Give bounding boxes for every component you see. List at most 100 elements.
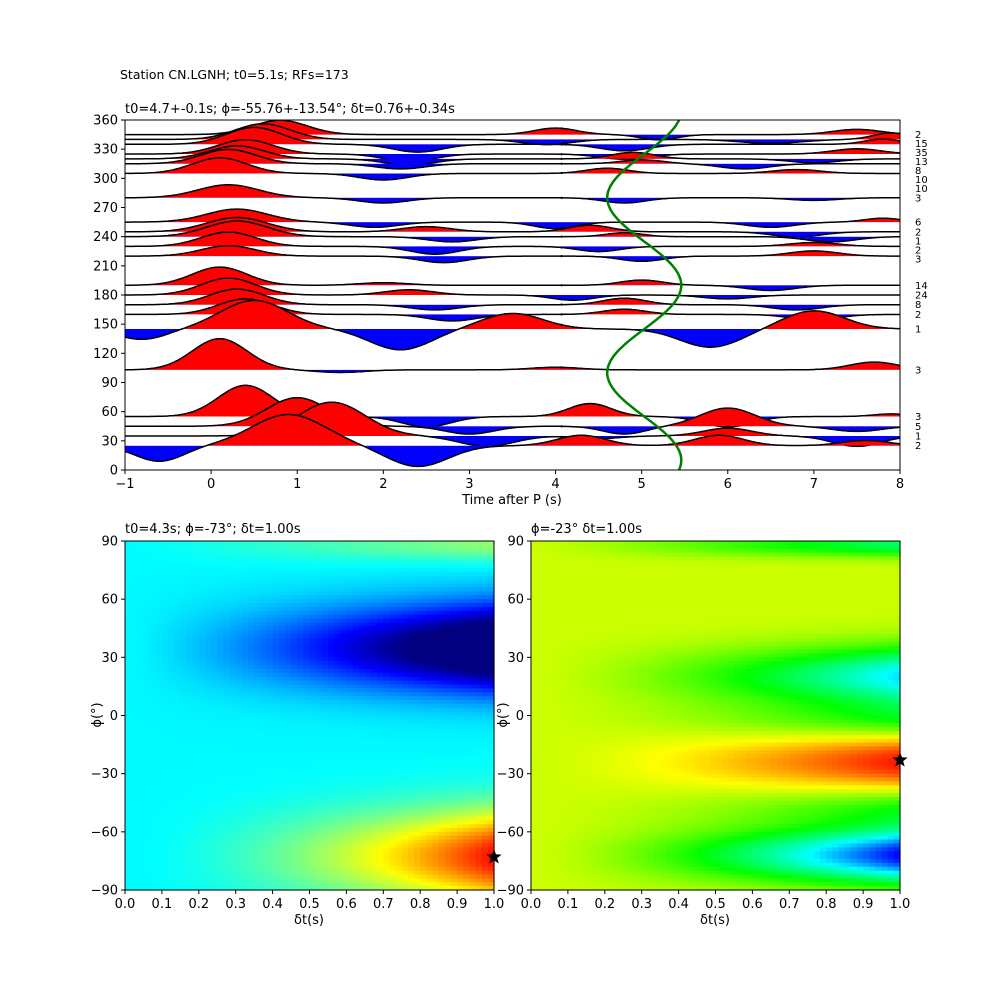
heatmap-cell bbox=[211, 831, 218, 837]
heatmap-cell bbox=[272, 762, 280, 767]
heatmap-cell bbox=[278, 579, 286, 585]
heatmap-cell bbox=[131, 793, 138, 798]
heatmap-cell bbox=[266, 661, 274, 666]
heatmap-cell bbox=[469, 839, 477, 845]
heatmap-cell bbox=[174, 661, 181, 666]
heatmap-cell bbox=[327, 785, 335, 790]
heatmap-cell bbox=[248, 645, 255, 651]
heatmap-cell bbox=[444, 711, 452, 717]
heatmap-cell bbox=[217, 575, 224, 581]
heatmap-cell bbox=[407, 773, 415, 779]
heatmap-cell bbox=[457, 754, 464, 759]
heatmap-cell bbox=[401, 781, 409, 786]
heatmap-cell bbox=[278, 552, 286, 558]
heatmap-cell bbox=[131, 672, 138, 678]
heatmap-cell bbox=[161, 591, 169, 596]
heatmap-cell bbox=[469, 703, 477, 709]
heatmap-cell bbox=[450, 579, 458, 585]
heatmap-cell bbox=[180, 661, 188, 666]
heatmap-cell bbox=[371, 587, 378, 593]
heatmap-cell bbox=[358, 622, 366, 627]
heatmap-cell bbox=[291, 843, 298, 848]
heatmap-cell bbox=[352, 544, 360, 550]
heatmap-cell bbox=[463, 541, 470, 546]
heatmap-cell bbox=[149, 731, 157, 736]
heatmap-cell bbox=[143, 591, 151, 596]
heatmap-cell bbox=[463, 847, 470, 852]
heatmap-cell bbox=[334, 614, 341, 620]
heatmap-cell bbox=[131, 738, 138, 744]
heatmap-cell bbox=[334, 804, 341, 810]
heatmap-cell bbox=[469, 661, 477, 666]
heatmap-cell bbox=[223, 572, 231, 577]
heatmap-cell bbox=[192, 668, 200, 674]
heatmap-cell bbox=[229, 762, 237, 767]
heatmap-cell bbox=[137, 552, 145, 558]
heatmap-cell bbox=[303, 808, 311, 814]
heatmap-cell bbox=[444, 676, 452, 682]
heatmap-cell bbox=[217, 591, 224, 596]
heatmap-cell bbox=[137, 773, 145, 779]
heatmap-cell bbox=[371, 672, 378, 678]
heatmap-cell bbox=[407, 637, 415, 643]
heatmap-cell bbox=[131, 777, 138, 783]
heatmap-cell bbox=[217, 839, 224, 845]
traces-ytick-label: 120 bbox=[93, 347, 118, 362]
heatmap-cell bbox=[438, 696, 446, 701]
heatmap-cell bbox=[303, 665, 311, 670]
heatmap-cell bbox=[438, 699, 446, 705]
heatmap-cell bbox=[309, 734, 317, 740]
heatmap-cell bbox=[321, 626, 329, 631]
heatmap-cell bbox=[389, 715, 397, 720]
heatmap-cell bbox=[155, 762, 163, 767]
heatmap-cell bbox=[211, 719, 218, 724]
heatmap-cell bbox=[131, 723, 138, 728]
heatmap-cell bbox=[407, 630, 415, 635]
heatmap-cell bbox=[217, 808, 224, 814]
heatmap-cell bbox=[395, 552, 403, 558]
heatmap-cell bbox=[475, 595, 483, 600]
heatmap-cell bbox=[401, 637, 409, 643]
heatmap-cell bbox=[315, 723, 323, 728]
heatmap-cell bbox=[407, 719, 415, 724]
heatmap-cell bbox=[149, 750, 157, 755]
heatmap-cell bbox=[174, 746, 181, 751]
heatmap-cell bbox=[131, 653, 138, 658]
heatmap-cell bbox=[278, 789, 286, 794]
heatmap-cell bbox=[401, 703, 409, 709]
heatmap-cell bbox=[155, 641, 163, 647]
heatmap-cell bbox=[143, 835, 151, 841]
heatmap-cell bbox=[457, 696, 464, 701]
heatmap-cell bbox=[334, 707, 341, 713]
heatmap-cell bbox=[315, 680, 323, 686]
heatmap-cell bbox=[291, 734, 298, 740]
heatmap-cell bbox=[352, 808, 360, 814]
heatmap-cell bbox=[149, 738, 157, 744]
heatmap-cell bbox=[420, 564, 427, 569]
heatmap-cell bbox=[377, 688, 384, 693]
heatmap-cell bbox=[223, 839, 231, 845]
heatmap-cell bbox=[358, 765, 366, 771]
heatmap-cell bbox=[340, 824, 347, 829]
heatmap-cell bbox=[131, 692, 138, 697]
heatmap-cell bbox=[223, 665, 231, 670]
heatmap-cell bbox=[457, 637, 464, 643]
heatmap-cell bbox=[371, 723, 378, 728]
heatmap-cell bbox=[309, 688, 317, 693]
heatmap-cell bbox=[272, 688, 280, 693]
heatmap-cell bbox=[401, 762, 409, 767]
trace-count-label: 14 bbox=[915, 281, 928, 292]
heatmap-cell bbox=[297, 839, 304, 845]
heatmap-cell bbox=[432, 552, 440, 558]
heatmap-cell bbox=[389, 548, 397, 554]
heatmap-cell bbox=[358, 684, 366, 689]
heatmap-cell bbox=[438, 665, 446, 670]
heatmap-cell bbox=[266, 696, 274, 701]
heatmap-cell bbox=[309, 579, 317, 585]
heatmap-cell bbox=[395, 765, 403, 771]
heatmap-cell bbox=[475, 750, 483, 755]
heatmap-cell bbox=[438, 800, 446, 806]
heatmap-cell bbox=[161, 715, 169, 720]
heatmap-cell bbox=[346, 665, 354, 670]
heatmap-cell bbox=[420, 746, 427, 751]
